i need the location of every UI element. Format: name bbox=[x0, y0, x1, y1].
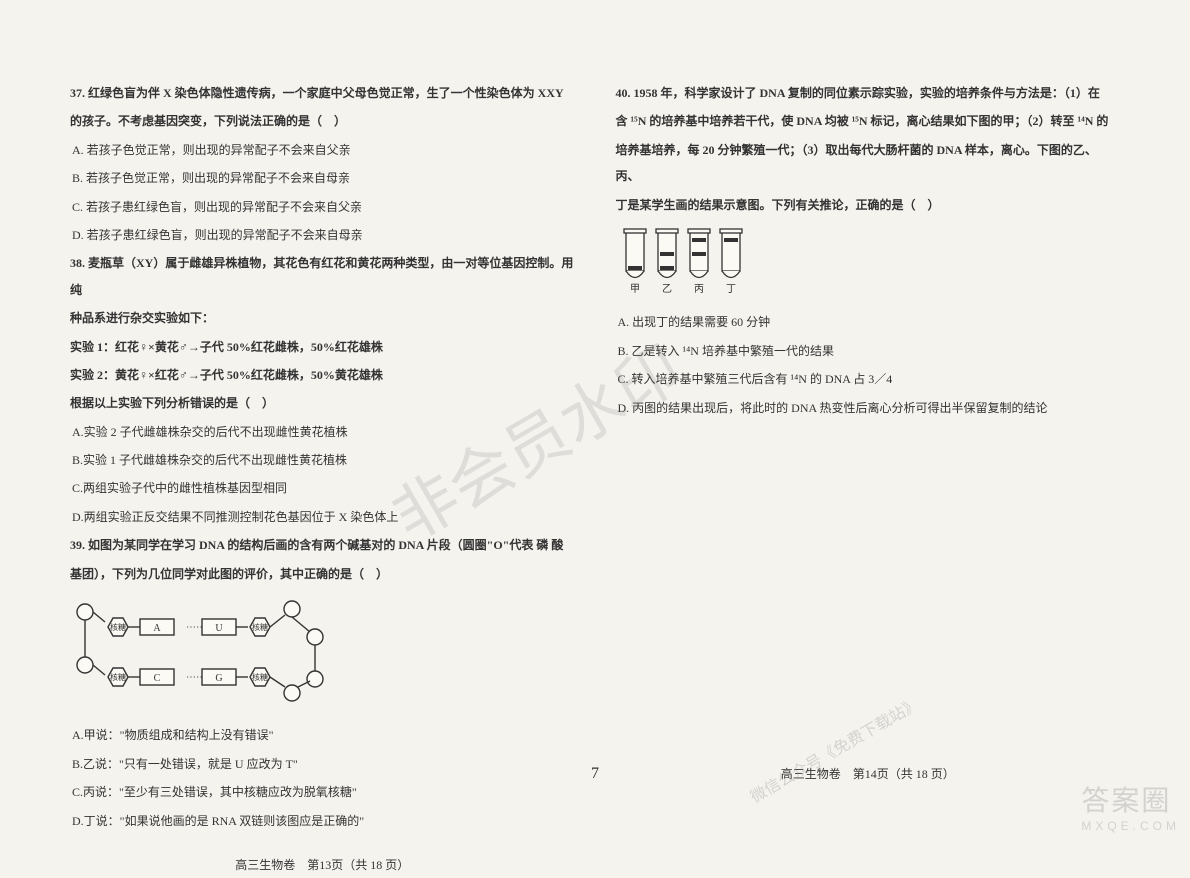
q38-stem: 38. 麦瓶草（XY）属于雌雄异株植物，其花色有红花和黄花两种类型，由一对等位基… bbox=[70, 250, 575, 303]
svg-text:核糖: 核糖 bbox=[252, 672, 268, 682]
q37-C: C. 若孩子患红绿色盲，则出现的异常配子不会来自父亲 bbox=[72, 194, 575, 220]
page-wrap: 37. 红绿色盲为伴 X 染色体隐性遗传病，一个家庭中父母色觉正常，生了一个性染… bbox=[50, 70, 1140, 781]
q40-A: A. 出现丁的结果需要 60 分钟 bbox=[618, 309, 1121, 335]
q39-stem2: 基团），下列为几位同学对此图的评价，其中正确的是（ ） bbox=[70, 561, 575, 587]
center-page-number: 7 bbox=[591, 765, 599, 783]
q38-exp1: 实验 1：红花♀×黄花♂→子代 50%红花雌株，50%红花雄株 bbox=[70, 334, 575, 360]
q39-D: D.丁说："如果说他画的是 RNA 双链则该图应是正确的" bbox=[72, 808, 575, 834]
right-column: 40. 1958 年，科学家设计了 DNA 复制的同位素示踪实验，实验的培养条件… bbox=[596, 70, 1141, 781]
q40-stem3: 培养基培养，每 20 分钟繁殖一代；（3）取出每代大肠杆菌的 DNA 样本，离心… bbox=[616, 137, 1121, 190]
q40-stem4: 丁是某学生画的结果示意图。下列有关推论，正确的是（ ） bbox=[616, 192, 1121, 218]
q37-A: A. 若孩子色觉正常，则出现的异常配子不会来自父亲 bbox=[72, 137, 575, 163]
q38-stem3: 根据以上实验下列分析错误的是（ ） bbox=[70, 390, 575, 416]
tube-diagram: 甲乙丙丁 bbox=[616, 226, 756, 296]
q38-B: B.实验 1 子代雌雄株杂交的后代不出现雌性黄花植株 bbox=[72, 447, 575, 473]
q37-B: B. 若孩子色觉正常，则出现的异常配子不会来自母亲 bbox=[72, 165, 575, 191]
svg-text:乙: 乙 bbox=[662, 283, 672, 295]
q38-D: D.两组实验正反交结果不同推测控制花色基因位于 X 染色体上 bbox=[72, 504, 575, 530]
q40-B: B. 乙是转入 ¹⁴N 培养基中繁殖一代的结果 bbox=[618, 338, 1121, 364]
footer-right: 高三生物卷 第14页（共 18 页） bbox=[616, 761, 1121, 787]
q40-stem1: 40. 1958 年，科学家设计了 DNA 复制的同位素示踪实验，实验的培养条件… bbox=[616, 80, 1121, 106]
q38-stem2: 种品系进行杂交实验如下： bbox=[70, 305, 575, 331]
q39-B: B.乙说："只有一处错误，就是 U 应改为 T" bbox=[72, 751, 575, 777]
watermark-corner-sub: MXQE.COM bbox=[1081, 819, 1180, 833]
q38-exp2: 实验 2：黄花♀×红花♂→子代 50%红花雌株，50%黄花雄株 bbox=[70, 362, 575, 388]
q38-A: A.实验 2 子代雌雄株杂交的后代不出现雌性黄花植株 bbox=[72, 419, 575, 445]
svg-text:U: U bbox=[215, 623, 223, 634]
q37-stem: 37. 红绿色盲为伴 X 染色体隐性遗传病，一个家庭中父母色觉正常，生了一个性染… bbox=[70, 80, 575, 106]
svg-text:G: G bbox=[215, 673, 222, 684]
q40-C: C. 转入培养基中繁殖三代后含有 ¹⁴N 的 DNA 占 3／4 bbox=[618, 366, 1121, 392]
svg-text:甲: 甲 bbox=[630, 284, 640, 295]
q38-C: C.两组实验子代中的雌性植株基因型相同 bbox=[72, 475, 575, 501]
dna-diagram: 核糖A⋯⋯U核糖核糖C⋯⋯G核糖 bbox=[70, 597, 330, 707]
q37-stem2: 的孩子。不考虑基因突变，下列说法正确的是（ ） bbox=[70, 108, 575, 134]
svg-text:核糖: 核糖 bbox=[252, 622, 268, 632]
svg-text:A: A bbox=[153, 623, 161, 634]
q39-A: A.甲说："物质组成和结构上没有错误" bbox=[72, 722, 575, 748]
svg-text:C: C bbox=[154, 673, 161, 684]
svg-text:丁: 丁 bbox=[726, 284, 736, 295]
q37-D: D. 若孩子患红绿色盲，则出现的异常配子不会来自母亲 bbox=[72, 222, 575, 248]
watermark-corner-top: 答案圈 bbox=[1081, 785, 1171, 816]
svg-text:核糖: 核糖 bbox=[110, 622, 126, 632]
q40-D: D. 丙图的结果出现后，将此时的 DNA 热变性后离心分析可得出半保留复制的结论 bbox=[618, 395, 1121, 421]
footer-left: 高三生物卷 第13页（共 18 页） bbox=[70, 852, 575, 878]
left-column: 37. 红绿色盲为伴 X 染色体隐性遗传病，一个家庭中父母色觉正常，生了一个性染… bbox=[50, 70, 596, 781]
svg-text:丙: 丙 bbox=[694, 284, 704, 295]
q39-stem: 39. 如图为某同学在学习 DNA 的结构后画的含有两个碱基对的 DNA 片段（… bbox=[70, 532, 575, 558]
svg-text:核糖: 核糖 bbox=[110, 672, 126, 682]
q39-C: C.丙说："至少有三处错误，其中核糖应改为脱氧核糖" bbox=[72, 779, 575, 805]
q40-stem2: 含 ¹⁵N 的培养基中培养若干代，使 DNA 均被 ¹⁵N 标记，离心结果如下图… bbox=[616, 108, 1121, 134]
